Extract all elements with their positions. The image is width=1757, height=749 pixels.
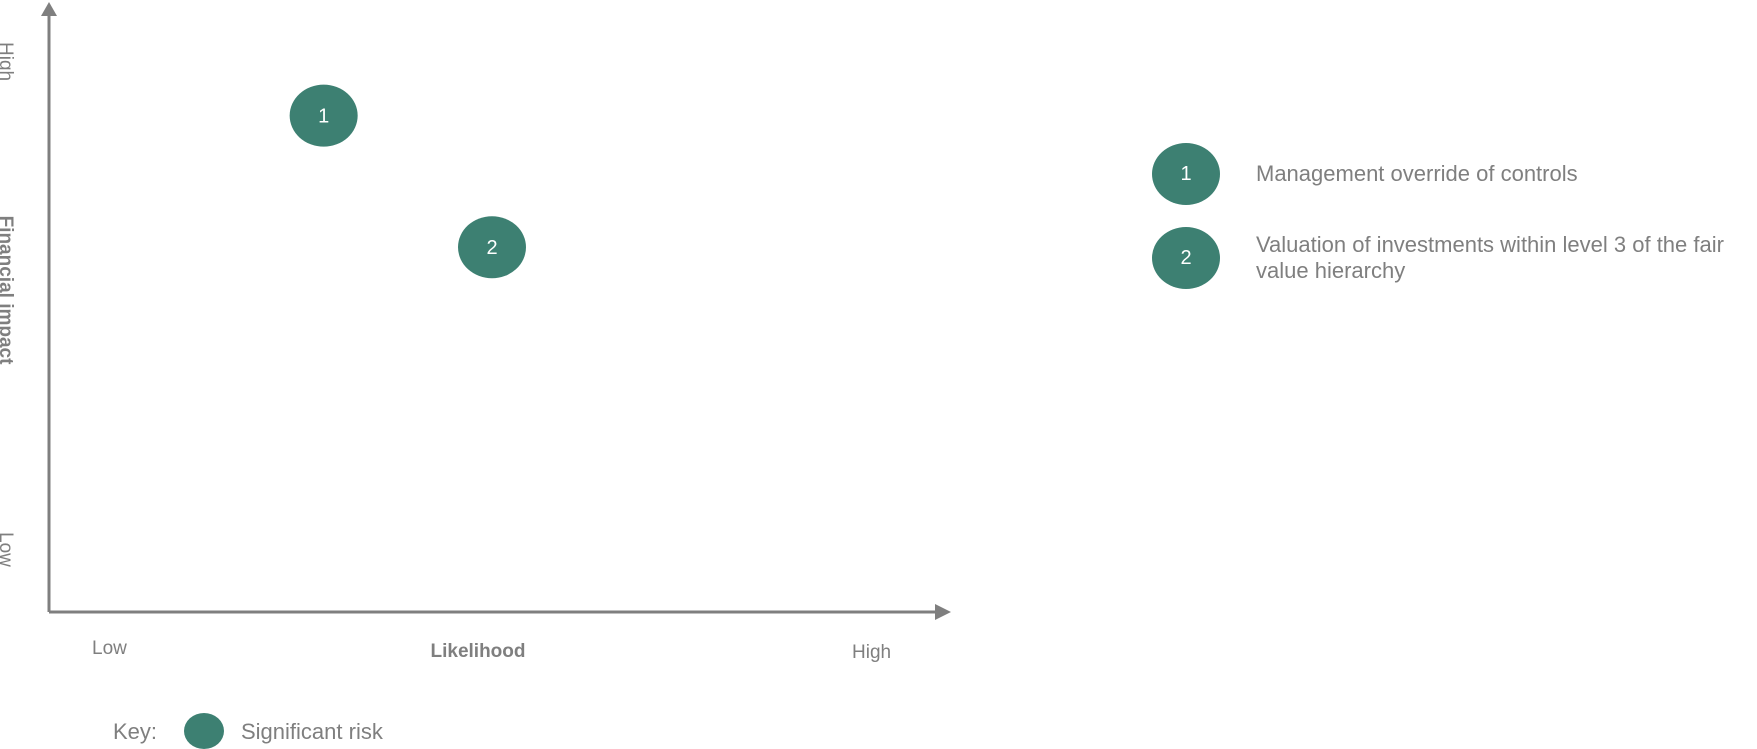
y-tick-low: Low	[0, 532, 16, 567]
legend-text-1: Management override of controls	[1256, 161, 1578, 186]
data-points: 12	[289, 84, 526, 279]
key: Key: Significant risk	[113, 713, 513, 749]
risk-matrix-chart: Low Likelihood High High Financial impac…	[0, 2, 951, 663]
key-text: Significant risk	[241, 719, 383, 744]
key-label: Key:	[113, 719, 158, 744]
x-tick-high: High	[852, 642, 891, 663]
data-point-label-1: 1	[318, 106, 329, 128]
y-tick-high: High	[0, 42, 16, 81]
data-point-2	[458, 216, 526, 279]
legend-item: 1 Management override of controls	[1152, 142, 1757, 206]
y-axis-arrowhead	[41, 2, 57, 16]
x-axis-title: Likelihood	[431, 641, 526, 662]
legend-text-2: Valuation of investments within level 3 …	[1256, 232, 1724, 283]
legend-badge-2: 2	[1152, 227, 1220, 289]
data-point-1	[289, 84, 358, 147]
axes	[41, 2, 951, 620]
y-axis-title: Financial impact	[0, 216, 16, 366]
data-point-label-2: 2	[486, 237, 497, 259]
x-axis-arrowhead	[935, 604, 951, 620]
legend-badge-1: 1	[1152, 143, 1220, 205]
legend-item: 2 Valuation of investments within level …	[1152, 226, 1757, 290]
risk-legend: 1 Management override of controls 2 Valu…	[1152, 142, 1757, 310]
significant-risk-dot-icon	[184, 713, 224, 749]
x-tick-low: Low	[92, 638, 127, 659]
